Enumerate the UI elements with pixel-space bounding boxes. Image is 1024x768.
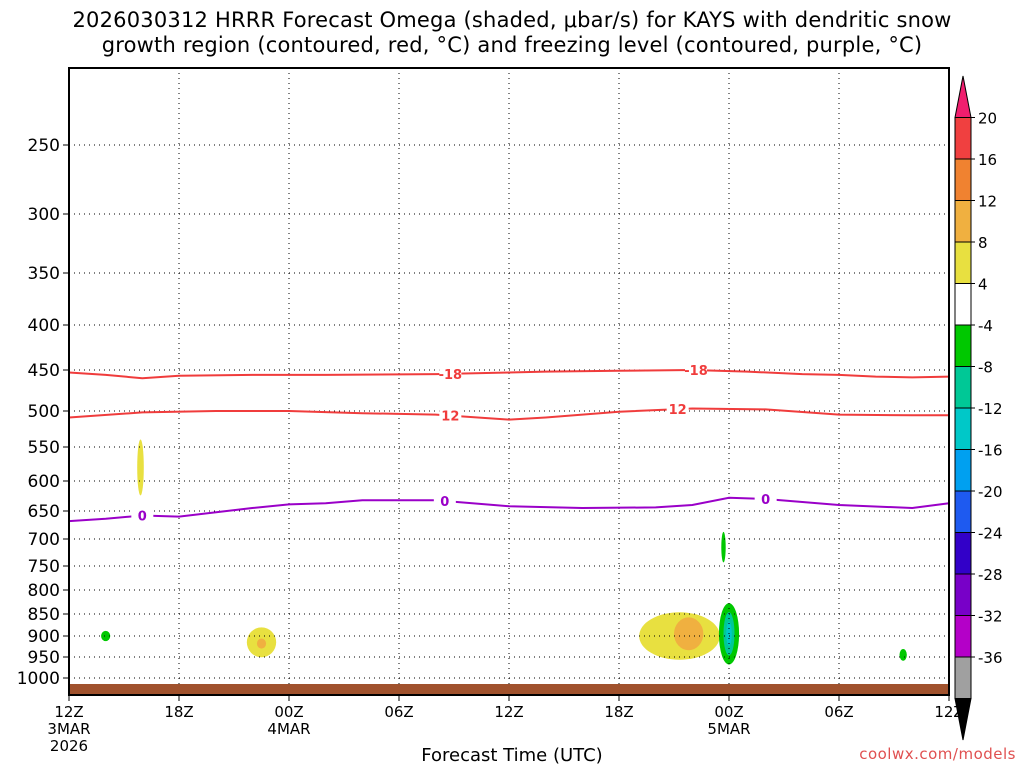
colorbar: 20 16 12 8 4 -4 -8 -12 -16 -20 -24 -28 -32 -36 — [954, 75, 1003, 741]
colorbar-label-11: -28 — [978, 566, 1003, 584]
x-tick-label-12: 00Z — [274, 703, 303, 721]
y-tick-label-550: 550 — [28, 438, 60, 458]
x-tick-label-36: 00Z — [714, 703, 743, 721]
dgz-minus18-label-bg-1 — [685, 362, 707, 378]
colorbar-seg-2 — [954, 200, 972, 243]
x-tick-label-30: 18Z — [604, 703, 633, 721]
omega-blob-10 — [899, 649, 907, 661]
x-tick-year-0: 2026 — [50, 737, 88, 755]
colorbar-seg-13 — [954, 656, 972, 699]
colorbar-seg-9 — [954, 490, 972, 533]
y-tick-label-400: 400 — [28, 316, 60, 336]
ground-surface — [70, 684, 949, 695]
freezing-level-0-label-bg-2 — [754, 491, 777, 506]
colorbar-label-7: -12 — [978, 400, 1003, 418]
axes-layer: 2503003504004505005506006507007508008509… — [17, 67, 964, 755]
freezing-level-0-label-bg-0 — [131, 507, 154, 523]
colorbar-label-4: 4 — [978, 276, 988, 294]
colorbar-label-0: 20 — [978, 110, 997, 128]
y-tick-label-900: 900 — [28, 627, 60, 647]
dgz-minus18-label-bg-0 — [439, 365, 462, 381]
omega-blob-0 — [137, 439, 144, 496]
colorbar-seg-5 — [954, 324, 972, 367]
colorbar-label-5: -4 — [978, 317, 993, 335]
colorbar-label-2: 12 — [978, 193, 997, 211]
x-tick-label-6: 18Z — [164, 703, 193, 721]
y-tick-label-650: 650 — [28, 502, 60, 522]
y-tick-label-600: 600 — [28, 472, 60, 492]
colorbar-seg-8 — [954, 449, 972, 492]
omega-blob-5 — [674, 617, 704, 651]
dgz-minus18-line — [68, 368, 950, 380]
colorbar-seg-7 — [954, 407, 972, 450]
colorbar-bottom-arrow — [954, 698, 972, 741]
colorbar-seg-12 — [954, 615, 972, 658]
y-tick-label-850: 850 — [28, 605, 60, 625]
freezing-level-0-label-1: 0 — [440, 495, 449, 510]
x-tick-date-0: 3MAR — [47, 720, 90, 738]
colorbar-seg-3 — [954, 241, 972, 284]
colorbar-seg-1 — [954, 158, 972, 201]
x-tick-label-42: 06Z — [824, 703, 853, 721]
chart-title-line1: 2026030312 HRRR Forecast Omega (shaded, … — [72, 8, 952, 32]
x-tick-label-18: 06Z — [384, 703, 413, 721]
x-tick-label-0: 12Z — [54, 703, 83, 721]
chart-title-line2: growth region (contoured, red, °C) and f… — [101, 33, 923, 57]
x-tick-date-12: 4MAR — [267, 720, 310, 738]
dgz-minus12-label-bg-0 — [439, 407, 462, 423]
y-tick-label-800: 800 — [28, 581, 60, 601]
freezing-level-0-label-0: 0 — [138, 509, 147, 524]
x-axis-label: Forecast Time (UTC) — [421, 745, 603, 766]
dgz-minus12-label-bg-1 — [666, 401, 689, 417]
y-tick-label-750: 750 — [28, 557, 60, 577]
freezing-level-0-line — [68, 496, 950, 523]
contour-layer: -18 -18 12 12 0 0 0 — [68, 362, 950, 524]
x-tick-date-36: 5MAR — [707, 720, 750, 738]
colorbar-seg-0 — [954, 117, 972, 160]
dgz-minus12-line — [68, 407, 949, 421]
freezing-level-0-label-bg-1 — [433, 492, 456, 508]
x-tick-label-24: 12Z — [494, 703, 523, 721]
y-tick-label-1000: 1000 — [17, 669, 60, 689]
y-tick-label-350: 350 — [28, 264, 60, 284]
grid-layer — [69, 68, 949, 695]
colorbar-label-1: 16 — [978, 151, 997, 169]
colorbar-label-3: 8 — [978, 234, 988, 252]
colorbar-label-13: -36 — [978, 649, 1003, 667]
dgz-minus18-label-1: -18 — [684, 364, 708, 379]
omega-blob-3 — [256, 638, 267, 649]
colorbar-seg-11 — [954, 573, 972, 616]
colorbar-seg-4 — [954, 283, 972, 326]
colorbar-seg-6 — [954, 366, 972, 409]
colorbar-label-6: -8 — [978, 359, 993, 377]
colorbar-label-8: -16 — [978, 442, 1003, 460]
freezing-level-0-label-2: 0 — [761, 493, 770, 508]
colorbar-label-10: -24 — [978, 525, 1003, 543]
ground-layer — [70, 684, 949, 695]
dgz-minus18-label-0: -18 — [439, 368, 463, 383]
y-tick-label-250: 250 — [28, 136, 60, 156]
colorbar-label-12: -32 — [978, 608, 1003, 626]
omega-blob-6 — [721, 531, 726, 563]
y-tick-label-450: 450 — [28, 361, 60, 381]
omega-shading-layer — [101, 439, 907, 665]
y-tick-label-700: 700 — [28, 530, 60, 550]
colorbar-label-9: -20 — [978, 483, 1003, 501]
y-tick-label-300: 300 — [28, 205, 60, 225]
dgz-minus12-label-0: 12 — [441, 410, 459, 425]
y-tick-label-500: 500 — [28, 402, 60, 422]
colorbar-top-arrow — [954, 75, 972, 118]
y-tick-label-950: 950 — [28, 648, 60, 668]
site-credit: coolwx.com/models — [859, 745, 1016, 763]
colorbar-seg-10 — [954, 532, 972, 575]
plot-frame — [68, 67, 950, 696]
omega-blob-1 — [101, 630, 111, 642]
dgz-minus12-label-1: 12 — [669, 403, 687, 418]
